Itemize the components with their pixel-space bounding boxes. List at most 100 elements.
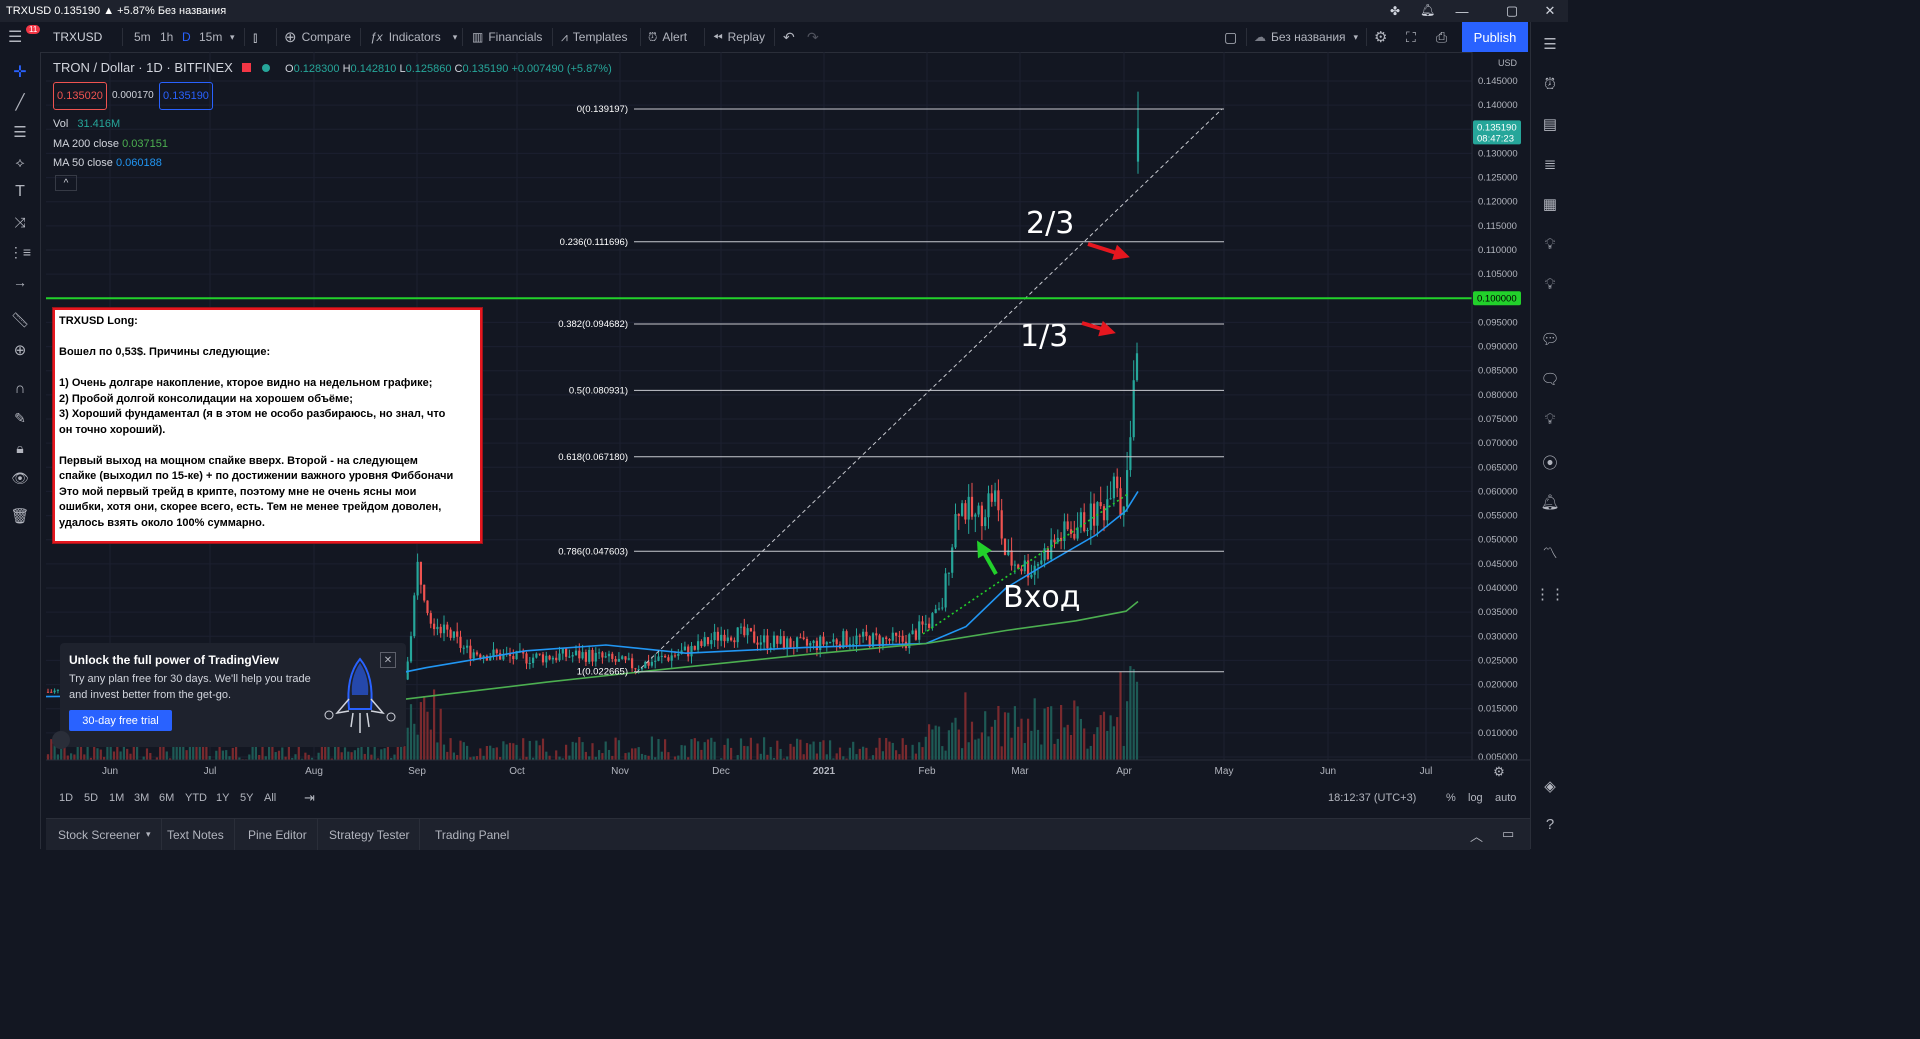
crosshair-icon[interactable]: ✛ — [13, 64, 27, 81]
auto-toggle[interactable]: auto — [1495, 792, 1517, 804]
bell-icon[interactable]: 🔔︎ — [1420, 3, 1436, 17]
promo-close-icon[interactable]: ✕ — [380, 652, 396, 668]
alert-button[interactable]: ⏰︎ Alert — [648, 29, 688, 45]
log-toggle[interactable]: log — [1468, 792, 1483, 804]
range-ytd[interactable]: YTD — [185, 792, 207, 804]
fib-tool-icon[interactable]: ⋮≡ — [8, 243, 32, 260]
redo-icon[interactable]: ↷ — [807, 28, 819, 45]
tab-text-notes[interactable]: Text Notes — [155, 819, 235, 850]
range-all[interactable]: All — [264, 792, 277, 804]
range-5d[interactable]: 5D — [84, 792, 99, 804]
exit-two-thirds-label[interactable]: 2/3 — [1026, 206, 1075, 241]
arrow-tool-icon[interactable]: → — [13, 274, 27, 290]
range-1m[interactable]: 1M — [109, 792, 125, 804]
hotlists-icon[interactable]: ≣ — [1543, 156, 1557, 173]
text-note-annotation[interactable]: TRXUSD Long: Вошел по 0,53$. Причины сле… — [53, 308, 482, 543]
chevron-down-icon[interactable]: ▾ — [230, 31, 235, 42]
exit-one-third-label[interactable]: 1/3 — [1020, 319, 1069, 354]
layout-select-icon[interactable]: ▢ — [1224, 28, 1238, 45]
chats-icon[interactable]: 🗨︎ — [1540, 371, 1560, 388]
entry-label[interactable]: Вход — [1003, 580, 1081, 615]
symbol-title[interactable]: TRON / Dollar · 1D · BITFINEX — [53, 60, 233, 75]
range-5y[interactable]: 5Y — [240, 792, 254, 804]
flag-icon[interactable] — [241, 63, 251, 72]
ruler-icon[interactable]: 📏︎ — [10, 312, 30, 329]
range-1y[interactable]: 1Y — [216, 792, 230, 804]
interval-5m[interactable]: 5m — [134, 30, 151, 44]
clock-timezone[interactable]: 18:12:37 (UTC+3) — [1328, 792, 1417, 804]
layout-name-dropdown[interactable]: ☁︎ Без названия ▾ — [1254, 30, 1359, 44]
replay-button[interactable]: ⏪︎ Replay — [713, 29, 765, 45]
buy-price-box[interactable]: 0.135190 — [159, 82, 213, 110]
entry-arrow-head — [977, 540, 992, 559]
minimize-button[interactable]: — — [1455, 3, 1469, 19]
zoom-icon[interactable]: ⊕ — [13, 342, 27, 359]
lock-icon[interactable]: 🔒︎ — [16, 439, 24, 456]
chat-icon[interactable]: 💬︎ — [1540, 331, 1560, 348]
idea-stream-icon[interactable]: 💡︎ — [1544, 410, 1556, 428]
interval-1h[interactable]: 1h — [160, 30, 174, 44]
tab-stock-screener[interactable]: Stock Screener ▾ — [46, 819, 162, 850]
volume-bar — [746, 746, 749, 760]
trash-icon[interactable]: 🗑︎ — [10, 508, 30, 525]
compare-button[interactable]: ⊕ Compare — [284, 29, 351, 46]
maximize-button[interactable]: ▢ — [1505, 3, 1519, 18]
alerts-clock-icon[interactable]: ⏰︎ — [1544, 75, 1556, 93]
tab-strategy-tester[interactable]: Strategy Tester — [317, 819, 421, 850]
calendar-icon[interactable]: ▦ — [1542, 196, 1558, 213]
symbol-search[interactable]: TRXUSD — [53, 30, 103, 44]
close-window-button[interactable]: ✕ — [1544, 3, 1556, 18]
eye-icon[interactable]: 👁︎ — [11, 469, 29, 486]
financials-button[interactable]: ▥ Financials — [472, 30, 543, 44]
range-6m[interactable]: 6M — [159, 792, 175, 804]
volume-bar — [472, 756, 475, 760]
free-trial-button[interactable]: 30-day free trial — [69, 710, 172, 731]
camera-icon[interactable]: ⎙ — [1436, 28, 1448, 45]
candle-body — [433, 623, 436, 630]
text-tool-icon[interactable]: T — [15, 183, 25, 200]
sell-price-box[interactable]: 0.135020 — [53, 82, 107, 110]
forecast-icon[interactable]: ⤨ — [14, 213, 26, 230]
data-window-icon[interactable]: ▤ — [1542, 116, 1558, 133]
ideas-bulb-icon[interactable]: 💡︎ — [1544, 235, 1556, 253]
ma50-legend[interactable]: MA 50 close 0.060188 — [53, 157, 162, 169]
candles-icon[interactable]: ⫾ — [253, 28, 258, 45]
range-1d[interactable]: 1D — [59, 792, 74, 804]
extensions-icon[interactable]: ✤ — [1390, 4, 1401, 18]
templates-button[interactable]: ⩘ Templates — [561, 29, 628, 45]
indicators-button[interactable]: ƒx Indicators ▾ — [370, 30, 458, 44]
dom-icon[interactable]: ⋮⋮ — [1535, 586, 1565, 603]
goto-date-icon[interactable]: ⇥ — [304, 790, 315, 805]
undo-icon[interactable]: ↶ — [783, 28, 795, 45]
candle-body — [1099, 502, 1102, 507]
tab-trading-panel[interactable]: Trading Panel — [435, 827, 510, 842]
trend-line-icon[interactable]: ╱ — [15, 94, 25, 111]
tab-pine-editor[interactable]: Pine Editor — [236, 819, 318, 850]
candle-body — [584, 652, 587, 662]
streams-icon[interactable]: ⦿ — [1542, 454, 1558, 472]
lightbulb-icon[interactable]: 💡︎ — [1544, 275, 1556, 293]
interval-d[interactable]: D — [182, 30, 191, 44]
menu-icon[interactable]: ☰ 11 — [8, 22, 41, 52]
help-icon[interactable]: ? — [1545, 815, 1555, 833]
settings-gear-icon[interactable]: ⚙︎ — [1374, 29, 1388, 46]
pattern-icon[interactable]: ⟡ — [15, 153, 25, 170]
maximize-panel-icon[interactable]: ▭ — [1502, 826, 1515, 841]
trading-icon[interactable]: 〽︎ — [1542, 544, 1558, 562]
fullscreen-icon[interactable]: ⛶ — [1406, 28, 1416, 45]
horizontal-lines-icon[interactable]: ☰ — [13, 124, 27, 141]
collapse-legend-button[interactable]: ^ — [55, 175, 77, 191]
volume-bar — [581, 742, 584, 760]
percent-toggle[interactable]: % — [1446, 792, 1456, 804]
range-3m[interactable]: 3M — [134, 792, 150, 804]
volume-legend[interactable]: Vol 31.416M — [53, 118, 121, 130]
notifications-bell-icon[interactable]: 🔔︎ — [1540, 494, 1560, 511]
watchlist-icon[interactable]: ☰ — [1543, 36, 1557, 53]
layers-icon[interactable]: ◈ — [1544, 778, 1556, 795]
ma200-legend[interactable]: MA 200 close 0.037151 — [53, 138, 168, 150]
expand-panel-icon[interactable]: ︿ — [1470, 829, 1484, 844]
magnet-icon[interactable]: ∩ — [14, 379, 26, 397]
interval-15m[interactable]: 15m — [199, 30, 223, 44]
publish-button[interactable]: Publish — [1462, 22, 1528, 52]
stay-drawing-icon[interactable]: ✎ — [14, 409, 26, 426]
